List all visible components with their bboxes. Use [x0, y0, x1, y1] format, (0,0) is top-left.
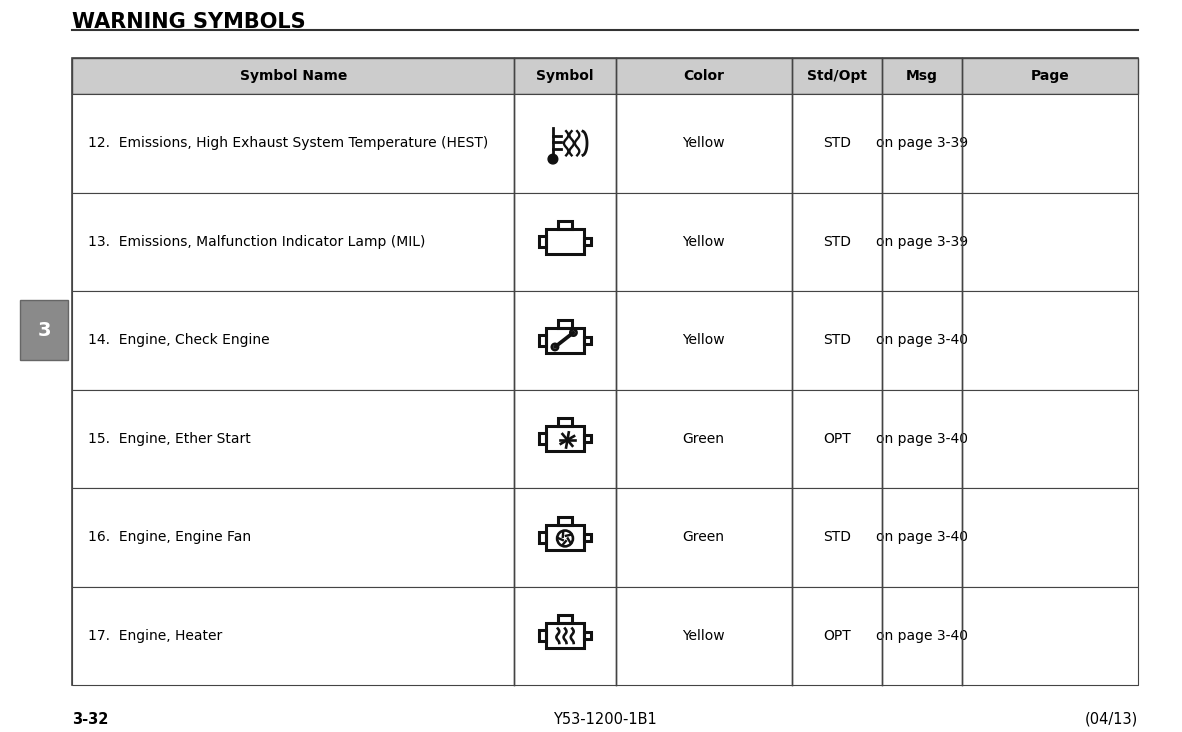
Text: Yellow: Yellow	[682, 333, 725, 347]
Text: Color: Color	[683, 69, 725, 83]
Text: 17.  Engine, Heater: 17. Engine, Heater	[87, 629, 222, 643]
Bar	[546, 623, 584, 649]
Bar	[539, 335, 546, 346]
Bar	[539, 532, 546, 542]
Bar	[558, 320, 572, 328]
Text: Page: Page	[1031, 69, 1070, 83]
Bar	[72, 389, 1138, 488]
Text: Green: Green	[683, 530, 725, 545]
Bar	[539, 630, 546, 641]
Text: WARNING SYMBOLS: WARNING SYMBOLS	[72, 12, 306, 32]
Bar	[72, 58, 1138, 685]
Text: 12.  Emissions, High Exhaust System Temperature (HEST): 12. Emissions, High Exhaust System Tempe…	[87, 136, 488, 150]
Bar	[539, 236, 546, 247]
Text: Symbol: Symbol	[537, 69, 593, 83]
Bar	[558, 222, 572, 229]
Bar	[72, 58, 1138, 94]
Bar	[539, 433, 546, 444]
Text: Yellow: Yellow	[682, 629, 725, 643]
Text: OPT: OPT	[823, 629, 851, 643]
Bar	[72, 488, 1138, 586]
Bar	[558, 517, 572, 525]
Text: on page 3-40: on page 3-40	[876, 629, 968, 643]
Bar	[584, 239, 591, 245]
Bar	[72, 94, 1138, 193]
Text: on page 3-40: on page 3-40	[876, 530, 968, 545]
Bar	[546, 525, 584, 550]
Bar	[546, 229, 584, 254]
Bar	[72, 291, 1138, 389]
Text: Symbol Name: Symbol Name	[240, 69, 346, 83]
Text: STD: STD	[823, 136, 851, 150]
Text: 3: 3	[38, 321, 51, 340]
Text: Yellow: Yellow	[682, 235, 725, 249]
Text: OPT: OPT	[823, 432, 851, 446]
Text: 14.  Engine, Check Engine: 14. Engine, Check Engine	[87, 333, 269, 347]
Bar	[584, 337, 591, 343]
Bar	[546, 426, 584, 452]
Text: 15.  Engine, Ether Start: 15. Engine, Ether Start	[87, 432, 251, 446]
Text: 3-32: 3-32	[72, 712, 109, 727]
Text: on page 3-39: on page 3-39	[876, 235, 968, 249]
Text: on page 3-40: on page 3-40	[876, 432, 968, 446]
Bar	[546, 328, 584, 353]
Bar	[558, 419, 572, 426]
Text: STD: STD	[823, 235, 851, 249]
Text: Yellow: Yellow	[682, 136, 725, 150]
Text: Y53-1200-1B1: Y53-1200-1B1	[553, 712, 657, 727]
Bar	[584, 534, 591, 541]
Circle shape	[548, 154, 558, 164]
Text: (04/13): (04/13)	[1085, 712, 1138, 727]
Text: 16.  Engine, Engine Fan: 16. Engine, Engine Fan	[87, 530, 251, 545]
Text: Msg: Msg	[907, 69, 939, 83]
Bar	[584, 436, 591, 442]
Text: STD: STD	[823, 333, 851, 347]
Bar	[20, 300, 69, 360]
Bar	[72, 586, 1138, 685]
Text: Green: Green	[683, 432, 725, 446]
Bar	[584, 632, 591, 639]
Bar	[72, 193, 1138, 291]
Text: Std/Opt: Std/Opt	[807, 69, 866, 83]
Text: 13.  Emissions, Malfunction Indicator Lamp (MIL): 13. Emissions, Malfunction Indicator Lam…	[87, 235, 426, 249]
Text: STD: STD	[823, 530, 851, 545]
Text: on page 3-40: on page 3-40	[876, 333, 968, 347]
Text: on page 3-39: on page 3-39	[876, 136, 968, 150]
Bar	[558, 616, 572, 623]
